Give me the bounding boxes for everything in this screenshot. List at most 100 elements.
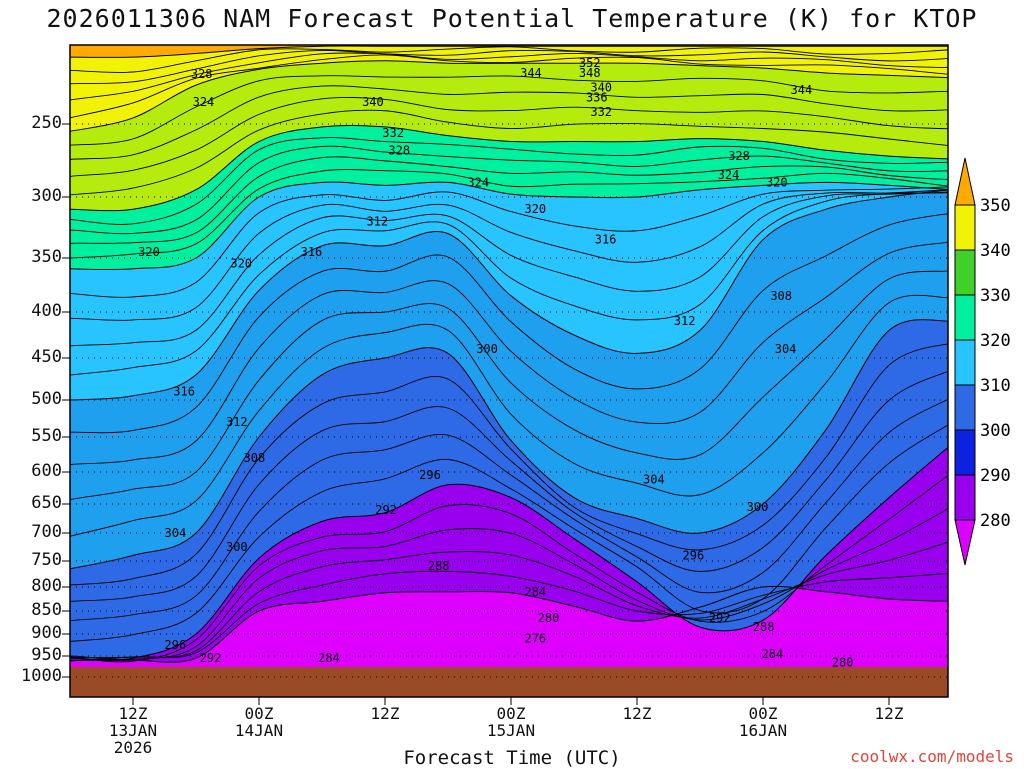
contour-label: 312 [674, 314, 696, 328]
isentrope-310 [70, 189, 948, 401]
isentrope-minor [70, 570, 948, 662]
x-tick-label: 00Z 15JAN [486, 704, 536, 740]
contour-label: 280 [832, 655, 854, 669]
contour-label: 340 [362, 95, 384, 109]
contour-label: 300 [747, 500, 769, 514]
colorbar-segment [954, 519, 976, 566]
y-tick-label: 950 [31, 645, 62, 665]
contour-label: 288 [753, 620, 775, 634]
colorbar-segment [954, 249, 976, 296]
y-tick-label: 650 [31, 493, 62, 513]
contour-label: 320 [524, 202, 546, 216]
contour-label: 304 [775, 342, 797, 356]
contour-label: 344 [791, 83, 813, 97]
contour-label: 316 [173, 385, 195, 399]
isentrope-minor [70, 474, 948, 663]
isentrope-minor [70, 186, 948, 298]
isentrope-340 [70, 60, 948, 132]
isentrope-minor [70, 54, 948, 119]
contour-label: 340 [590, 81, 612, 95]
y-tick-label: 850 [31, 600, 62, 620]
isentrope-300 [70, 319, 948, 570]
contour-label: 284 [762, 647, 784, 661]
contour-label: 344 [520, 66, 542, 80]
colorbar-segment [954, 204, 976, 251]
credit-link[interactable]: coolwx.com/models [850, 747, 1014, 766]
isentrope-minor [70, 169, 948, 259]
isentrope-minor [70, 294, 948, 537]
isentrope-minor [70, 188, 948, 321]
colorbar-label: 320 [980, 331, 1011, 351]
contour-label: 324 [718, 168, 740, 182]
colorbar-label: 340 [980, 241, 1011, 261]
contour-label: 328 [191, 67, 213, 81]
colorbar-segment [954, 339, 976, 386]
contour-label: 288 [428, 559, 450, 573]
colorbar-segment [954, 294, 976, 341]
plot-frame [69, 44, 949, 698]
y-tick-label: 700 [31, 522, 62, 542]
x-tick-label: 12Z [370, 704, 400, 723]
contour-label: 320 [138, 245, 160, 259]
isentrope-minor [70, 541, 948, 659]
colorbar-label: 290 [980, 466, 1011, 486]
x-tick-label: 00Z 14JAN [234, 704, 284, 740]
isentrope-290 [70, 446, 948, 661]
contour-label: 348 [579, 66, 601, 80]
contour-label: 316 [301, 245, 323, 259]
isentrope-minor [70, 145, 948, 235]
isentrope-minor [70, 46, 948, 73]
colorbar-label: 330 [980, 286, 1011, 306]
contour-label: 336 [586, 90, 608, 104]
isentrope-minor [70, 270, 948, 501]
y-tick-label: 800 [31, 576, 62, 596]
colorbar-segment [954, 157, 976, 206]
isentrope-minor [70, 191, 948, 347]
contour-label: 312 [226, 415, 248, 429]
isentrope-minor [70, 85, 948, 160]
x-axis-title: Forecast Time (UTC) [403, 747, 621, 769]
contour-label: 276 [524, 631, 546, 645]
contour-label: 284 [318, 651, 340, 665]
isentrope-minor [70, 49, 948, 85]
isentrope-280 [70, 585, 948, 663]
contour-label: 300 [226, 540, 248, 554]
contour-label: 308 [244, 451, 266, 465]
isentrope-minor [70, 109, 948, 196]
contour-label: 312 [366, 214, 388, 228]
isentrope-330 [70, 124, 948, 212]
colorbar-segment [954, 384, 976, 431]
ground-fill [70, 667, 948, 697]
contour-label: 284 [524, 585, 546, 599]
isentrope-minor [70, 52, 948, 101]
isentrope-minor [70, 398, 948, 622]
colorbar: 280 290 300 310 320 330 340 350 [954, 157, 1011, 566]
isentrope-minor [70, 156, 948, 244]
contour-label: 292 [375, 503, 397, 517]
x-tick-label: 12Z 13JAN 2026 [108, 704, 158, 757]
isentrope-minor [70, 508, 948, 661]
y-tick-label: 500 [31, 389, 62, 409]
x-tick-label: 00Z 16JAN [738, 704, 788, 740]
colorbar-label: 350 [980, 196, 1011, 216]
y-tick-label: 600 [31, 461, 62, 481]
contour-label: 292 [709, 611, 731, 625]
band-above-330 [70, 45, 948, 211]
contour-label: 296 [419, 468, 441, 482]
y-tick-label: 450 [31, 347, 62, 367]
colorbar-segment [954, 429, 976, 476]
contour-label: 304 [643, 473, 665, 487]
contour-label: 280 [538, 611, 560, 625]
x-tick-label: 12Z [874, 704, 904, 723]
contour-label: 316 [595, 233, 617, 247]
contour-label: 296 [165, 638, 187, 652]
contour-label: 292 [200, 651, 222, 665]
y-tick-label: 300 [31, 186, 62, 206]
contour-label: 332 [590, 105, 612, 119]
contour-label: 328 [388, 143, 410, 157]
y-tick-label: 350 [31, 247, 62, 267]
isentrope-minor [70, 241, 948, 465]
isentrope-minor [70, 370, 948, 602]
y-tick-label: 400 [31, 301, 62, 321]
